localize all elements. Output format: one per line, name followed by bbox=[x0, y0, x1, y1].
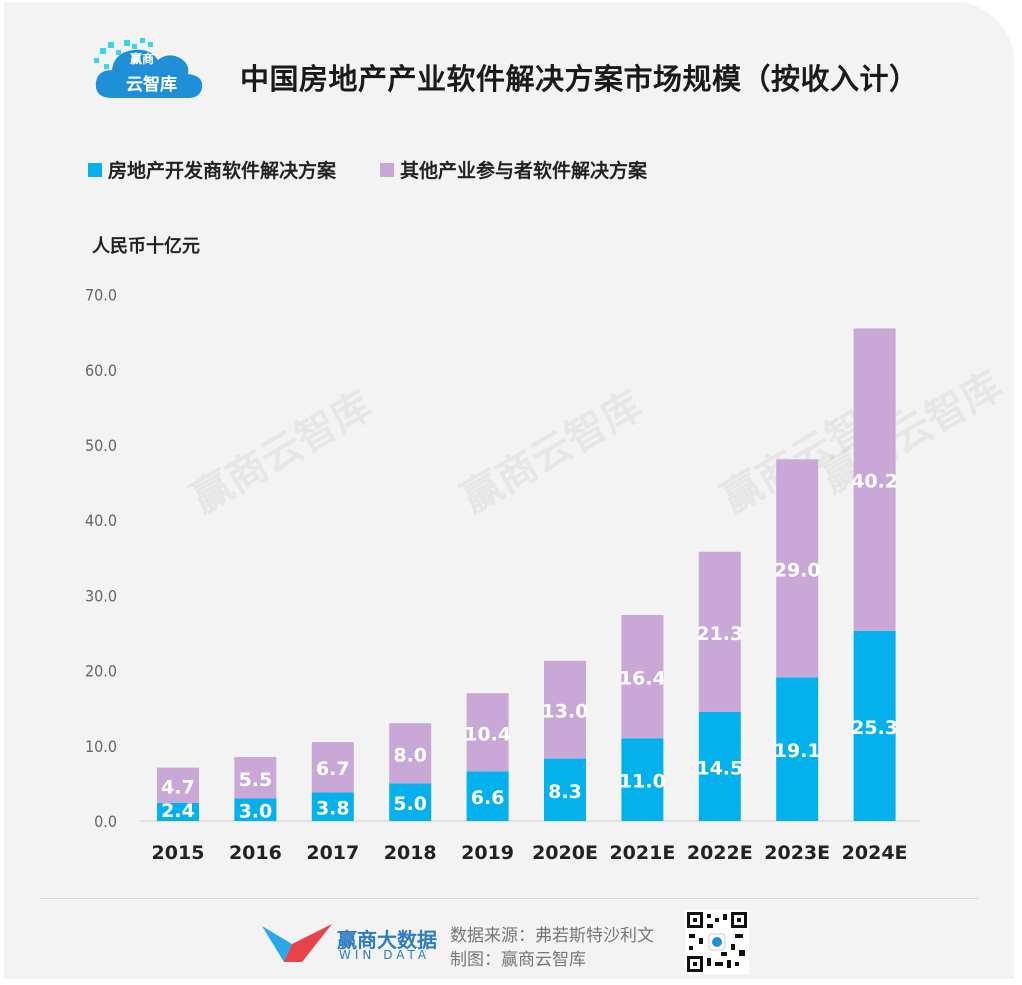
win-data-logo-icon bbox=[262, 924, 332, 962]
x-tick-label: 2017 bbox=[306, 842, 359, 864]
legend-swatch-other bbox=[380, 162, 394, 177]
bar-developer bbox=[698, 711, 741, 821]
data-label-other: 4.7 bbox=[161, 776, 195, 798]
data-label-developer: 3.8 bbox=[316, 798, 350, 820]
bar-other bbox=[311, 742, 354, 793]
data-label-developer: 2.4 bbox=[161, 800, 195, 822]
x-tick-label: 2016 bbox=[229, 842, 282, 864]
bar-other bbox=[389, 723, 432, 784]
bar-developer bbox=[157, 802, 199, 821]
bar-other bbox=[776, 459, 819, 678]
data-label-other: 29.0 bbox=[774, 559, 821, 581]
cloud-logo-icon bbox=[94, 38, 203, 98]
x-tick-label: 2019 bbox=[461, 842, 514, 864]
bar-developer bbox=[234, 798, 277, 821]
y-tick-label: 50.0 bbox=[85, 436, 117, 455]
bar-other bbox=[544, 660, 586, 759]
data-label-developer: 11.0 bbox=[619, 771, 666, 793]
x-tick-label: 2023E bbox=[764, 842, 830, 864]
chart-title: 中国房地产产业软件解决方案市场规模（按收入计） bbox=[240, 62, 919, 96]
bar-developer bbox=[776, 677, 819, 821]
bar-other bbox=[157, 767, 199, 803]
bar-other bbox=[466, 693, 509, 772]
logo-bottom-text: 云智库 bbox=[126, 75, 177, 95]
footer-source: 数据来源：弗若斯特沙利文 bbox=[450, 926, 654, 946]
data-label-other: 10.4 bbox=[464, 723, 511, 745]
bar-developer bbox=[621, 738, 664, 821]
data-label-other: 5.5 bbox=[239, 769, 273, 791]
legend-item-other: 其他产业参与者软件解决方案 bbox=[380, 156, 647, 183]
y-tick-label: 20.0 bbox=[85, 662, 117, 681]
bar-developer bbox=[389, 783, 432, 821]
data-label-other: 8.0 bbox=[393, 744, 427, 766]
bar-developer bbox=[311, 792, 354, 821]
logo-top-text: 赢商 bbox=[130, 52, 155, 66]
data-label-developer: 14.5 bbox=[696, 757, 743, 779]
footer-brand-name: 赢商大数据 bbox=[337, 928, 437, 952]
data-label-other: 6.7 bbox=[316, 758, 350, 780]
x-tick-label: 2018 bbox=[384, 842, 437, 864]
bar-developer bbox=[466, 771, 509, 821]
data-label-other: 21.3 bbox=[696, 623, 743, 645]
legend-swatch-developer bbox=[88, 162, 102, 177]
footer-brand-sub: WIN DATA bbox=[339, 948, 431, 962]
footer-maker: 制图：赢商云智库 bbox=[450, 950, 586, 970]
y-tick-label: 10.0 bbox=[85, 737, 117, 756]
data-label-other: 13.0 bbox=[542, 701, 589, 723]
x-tick-label: 2022E bbox=[687, 842, 753, 864]
legend-label-other: 其他产业参与者软件解决方案 bbox=[400, 160, 648, 182]
qr-code-icon bbox=[685, 910, 749, 974]
legend-label-developer: 房地产开发商软件解决方案 bbox=[108, 160, 337, 182]
bar-other bbox=[621, 614, 664, 739]
data-label-developer: 6.6 bbox=[471, 787, 505, 809]
y-tick-label: 70.0 bbox=[85, 286, 117, 305]
bar-developer bbox=[544, 758, 586, 821]
bar-developer bbox=[853, 630, 896, 821]
y-tick-label: 0.0 bbox=[94, 812, 117, 831]
y-tick-label: 30.0 bbox=[85, 586, 117, 605]
data-label-developer: 8.3 bbox=[548, 781, 582, 803]
legend-item-developer: 房地产开发商软件解决方案 bbox=[88, 156, 336, 183]
data-label-developer: 19.1 bbox=[774, 740, 821, 762]
data-label-developer: 25.3 bbox=[851, 717, 898, 739]
x-tick-label: 2015 bbox=[152, 842, 205, 864]
x-tick-label: 2021E bbox=[609, 842, 675, 864]
y-axis-unit: 人民币十亿元 bbox=[92, 236, 200, 257]
data-label-developer: 3.0 bbox=[239, 801, 273, 823]
bar-other bbox=[234, 757, 277, 799]
bar-other bbox=[698, 551, 741, 712]
bar-other bbox=[853, 328, 896, 631]
footer-divider bbox=[40, 898, 978, 899]
data-label-other: 40.2 bbox=[851, 471, 898, 493]
data-label-other: 16.4 bbox=[619, 668, 666, 690]
x-tick-label: 2020E bbox=[532, 842, 598, 864]
x-tick-label: 2024E bbox=[842, 842, 908, 864]
y-tick-label: 60.0 bbox=[85, 361, 117, 380]
y-tick-label: 40.0 bbox=[85, 511, 117, 530]
data-label-developer: 5.0 bbox=[393, 793, 427, 815]
